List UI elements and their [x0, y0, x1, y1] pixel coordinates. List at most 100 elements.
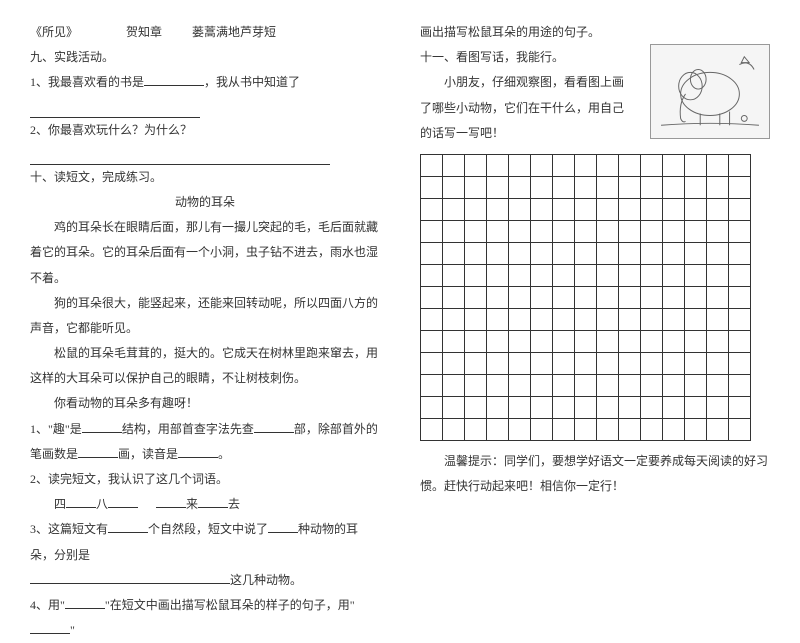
grid-cell[interactable] [663, 418, 685, 440]
grid-cell[interactable] [465, 374, 487, 396]
grid-cell[interactable] [465, 242, 487, 264]
grid-cell[interactable] [707, 242, 729, 264]
grid-cell[interactable] [575, 264, 597, 286]
grid-cell[interactable] [575, 286, 597, 308]
grid-cell[interactable] [597, 264, 619, 286]
grid-cell[interactable] [465, 198, 487, 220]
grid-cell[interactable] [685, 198, 707, 220]
grid-cell[interactable] [487, 308, 509, 330]
blank[interactable] [65, 608, 105, 609]
grid-cell[interactable] [685, 154, 707, 176]
grid-cell[interactable] [619, 220, 641, 242]
grid-cell[interactable] [531, 286, 553, 308]
grid-cell[interactable] [509, 308, 531, 330]
grid-cell[interactable] [641, 198, 663, 220]
grid-cell[interactable] [487, 418, 509, 440]
blank[interactable] [30, 583, 230, 584]
grid-cell[interactable] [729, 264, 751, 286]
grid-cell[interactable] [509, 374, 531, 396]
grid-cell[interactable] [641, 220, 663, 242]
grid-cell[interactable] [465, 286, 487, 308]
grid-cell[interactable] [663, 220, 685, 242]
grid-cell[interactable] [487, 220, 509, 242]
grid-cell[interactable] [597, 330, 619, 352]
grid-cell[interactable] [531, 220, 553, 242]
grid-cell[interactable] [553, 154, 575, 176]
grid-cell[interactable] [487, 198, 509, 220]
grid-cell[interactable] [509, 198, 531, 220]
grid-cell[interactable] [443, 330, 465, 352]
grid-cell[interactable] [465, 264, 487, 286]
grid-cell[interactable] [531, 418, 553, 440]
grid-cell[interactable] [619, 176, 641, 198]
grid-cell[interactable] [531, 352, 553, 374]
grid-cell[interactable] [619, 308, 641, 330]
grid-cell[interactable] [553, 418, 575, 440]
grid-cell[interactable] [685, 264, 707, 286]
grid-cell[interactable] [707, 374, 729, 396]
grid-cell[interactable] [421, 220, 443, 242]
grid-cell[interactable] [619, 242, 641, 264]
grid-cell[interactable] [619, 286, 641, 308]
grid-cell[interactable] [487, 374, 509, 396]
grid-cell[interactable] [663, 242, 685, 264]
grid-cell[interactable] [575, 352, 597, 374]
grid-cell[interactable] [509, 418, 531, 440]
grid-cell[interactable] [685, 330, 707, 352]
grid-cell[interactable] [663, 330, 685, 352]
grid-cell[interactable] [597, 374, 619, 396]
grid-cell[interactable] [575, 374, 597, 396]
grid-cell[interactable] [421, 308, 443, 330]
grid-cell[interactable] [465, 154, 487, 176]
grid-cell[interactable] [685, 418, 707, 440]
grid-cell[interactable] [575, 198, 597, 220]
grid-cell[interactable] [707, 396, 729, 418]
grid-cell[interactable] [487, 154, 509, 176]
grid-cell[interactable] [575, 176, 597, 198]
grid-cell[interactable] [443, 396, 465, 418]
grid-cell[interactable] [641, 264, 663, 286]
blank-line[interactable] [30, 100, 200, 118]
grid-cell[interactable] [531, 308, 553, 330]
grid-cell[interactable] [465, 176, 487, 198]
grid-cell[interactable] [487, 330, 509, 352]
grid-cell[interactable] [619, 418, 641, 440]
grid-cell[interactable] [421, 198, 443, 220]
grid-cell[interactable] [663, 154, 685, 176]
grid-cell[interactable] [641, 154, 663, 176]
grid-cell[interactable] [619, 198, 641, 220]
grid-cell[interactable] [553, 176, 575, 198]
grid-cell[interactable] [685, 374, 707, 396]
grid-cell[interactable] [663, 264, 685, 286]
grid-cell[interactable] [663, 374, 685, 396]
grid-cell[interactable] [465, 330, 487, 352]
grid-cell[interactable] [443, 264, 465, 286]
blank[interactable] [144, 85, 204, 86]
grid-cell[interactable] [509, 352, 531, 374]
grid-cell[interactable] [641, 286, 663, 308]
grid-cell[interactable] [531, 242, 553, 264]
grid-cell[interactable] [531, 264, 553, 286]
grid-cell[interactable] [707, 308, 729, 330]
grid-cell[interactable] [531, 330, 553, 352]
grid-cell[interactable] [575, 220, 597, 242]
grid-cell[interactable] [597, 220, 619, 242]
grid-cell[interactable] [663, 198, 685, 220]
grid-cell[interactable] [619, 374, 641, 396]
grid-cell[interactable] [663, 286, 685, 308]
grid-cell[interactable] [663, 396, 685, 418]
grid-cell[interactable] [685, 286, 707, 308]
grid-cell[interactable] [663, 308, 685, 330]
grid-cell[interactable] [729, 330, 751, 352]
grid-cell[interactable] [707, 264, 729, 286]
grid-cell[interactable] [597, 418, 619, 440]
grid-cell[interactable] [729, 198, 751, 220]
grid-cell[interactable] [421, 330, 443, 352]
grid-cell[interactable] [531, 154, 553, 176]
grid-cell[interactable] [443, 352, 465, 374]
grid-cell[interactable] [685, 242, 707, 264]
grid-cell[interactable] [641, 308, 663, 330]
grid-cell[interactable] [597, 242, 619, 264]
grid-cell[interactable] [443, 198, 465, 220]
grid-cell[interactable] [575, 308, 597, 330]
